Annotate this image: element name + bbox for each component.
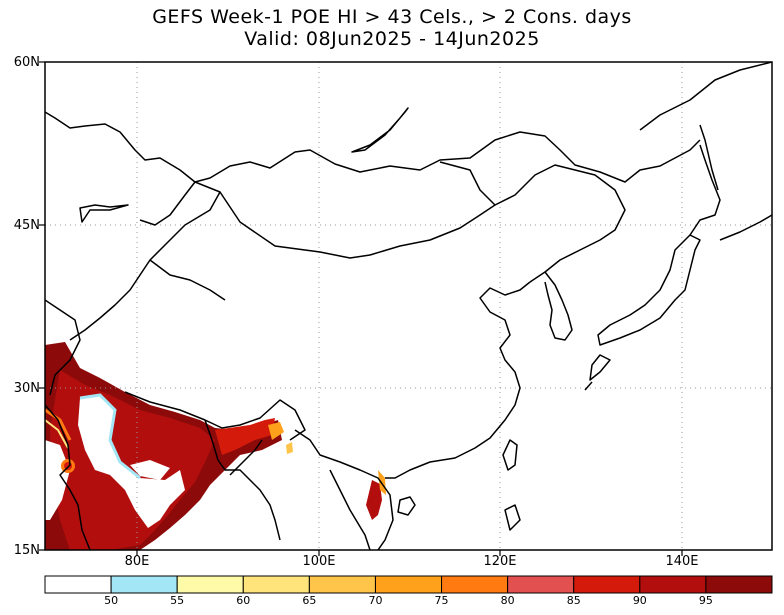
colorbar-swatch bbox=[374, 575, 443, 594]
lon-label-80e: 80E bbox=[124, 554, 150, 569]
map-subtitle: Valid: 08Jun2025 - 14Jun2025 bbox=[244, 28, 540, 50]
heat-region-yellow-edge bbox=[45, 419, 69, 449]
heat-region-northeast-2 bbox=[268, 422, 284, 440]
colorbar-swatch bbox=[308, 575, 376, 594]
colorbar-label: 60 bbox=[236, 594, 251, 607]
colorbar-label: 55 bbox=[170, 594, 185, 607]
lon-label-140e: 140E bbox=[665, 554, 699, 569]
lat-label-45n: 45N bbox=[13, 218, 40, 233]
colorbar-swatch bbox=[242, 575, 310, 594]
lat-label-15n: 15N bbox=[13, 543, 40, 558]
colorbar-swatch bbox=[705, 575, 773, 594]
heat-region-small-1 bbox=[286, 442, 293, 454]
colorbar-swatch bbox=[441, 575, 509, 594]
colorbar-swatch bbox=[573, 575, 641, 594]
axis-ticks bbox=[39, 61, 683, 556]
colorbar-label: 65 bbox=[302, 594, 317, 607]
lat-label-30n: 30N bbox=[13, 381, 40, 396]
heat-region-white-2 bbox=[130, 460, 170, 480]
colorbar-label: 75 bbox=[434, 594, 449, 607]
colorbar-label: 70 bbox=[368, 594, 383, 607]
heat-region-white-core bbox=[78, 395, 185, 528]
heat-region-orange-edge bbox=[45, 408, 72, 441]
heat-region-cyan-edge bbox=[79, 393, 141, 480]
colorbar-label: 50 bbox=[104, 594, 119, 607]
lon-label-100e: 100E bbox=[302, 554, 336, 569]
colorbar-swatch bbox=[176, 575, 244, 594]
probability-shading bbox=[45, 342, 386, 550]
map-frame bbox=[44, 61, 773, 551]
colorbar-swatch bbox=[639, 575, 707, 594]
heat-region-northeast bbox=[215, 418, 275, 455]
graticule bbox=[45, 62, 772, 550]
map-title: GEFS Week-1 POE HI > 43 Cels., > 2 Cons.… bbox=[152, 6, 632, 28]
colorbar bbox=[44, 575, 773, 594]
lon-label-120e: 120E bbox=[483, 554, 517, 569]
heat-region-white-3 bbox=[45, 440, 70, 520]
colorbar-label: 80 bbox=[500, 594, 515, 607]
lat-label-60n: 60N bbox=[13, 55, 40, 70]
coastlines-borders bbox=[45, 62, 772, 550]
heat-region-indochina bbox=[366, 480, 382, 520]
colorbar-swatch bbox=[110, 575, 178, 594]
colorbar-label: 95 bbox=[698, 594, 713, 607]
colorbar-swatch bbox=[507, 575, 575, 594]
colorbar-swatch bbox=[44, 575, 112, 594]
colorbar-label: 85 bbox=[566, 594, 581, 607]
colorbar-label: 90 bbox=[632, 594, 647, 607]
